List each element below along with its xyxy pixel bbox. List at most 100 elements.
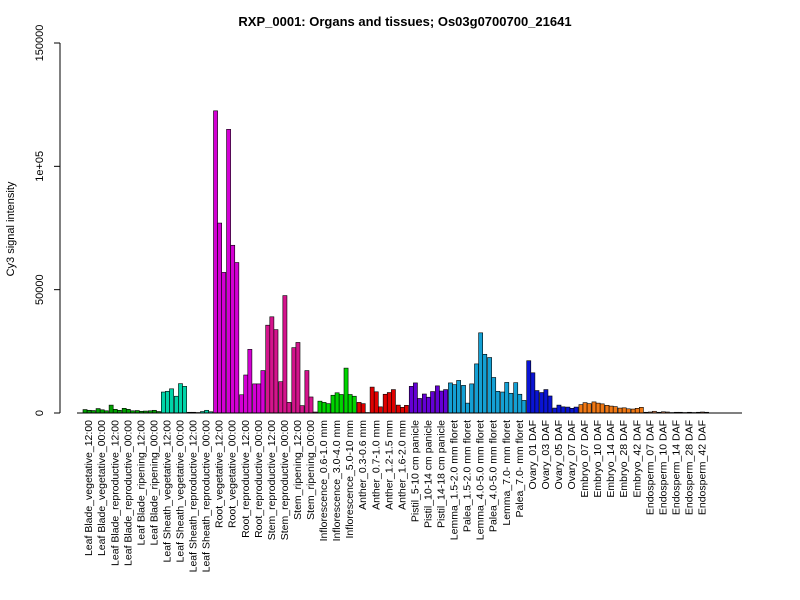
y-tick-label: 150000	[34, 25, 46, 62]
bar	[317, 400, 323, 414]
bar	[578, 404, 584, 414]
bar	[304, 370, 310, 414]
bar	[174, 395, 179, 414]
bar	[351, 395, 357, 414]
bar	[608, 405, 614, 414]
x-tick-label: Leaf Blade_ripening_00:00	[148, 420, 160, 546]
bar	[539, 392, 545, 414]
bar	[395, 404, 401, 414]
bar	[382, 393, 388, 414]
bar	[269, 316, 275, 414]
bar	[565, 406, 571, 414]
bar	[638, 407, 644, 414]
bar	[265, 324, 271, 414]
bar	[556, 404, 562, 414]
bar	[582, 402, 588, 414]
x-tick-label: Embryo_10 DAF	[592, 420, 604, 498]
x-tick-label: Anther_1.2-1.5 mm	[383, 420, 395, 510]
x-tick-label: Leaf Sheath_reproductive_12:00	[188, 420, 200, 573]
bar	[373, 391, 379, 414]
x-tick-label: Ovary_05 DAF	[553, 420, 565, 489]
y-axis: 0 50000 1e+05 150000	[34, 25, 61, 416]
y-tick-label: 50000	[34, 274, 46, 305]
bar	[182, 386, 187, 414]
x-tick-label: Stem_ripening_00:00	[305, 420, 317, 520]
bar	[391, 389, 396, 414]
bars-group	[82, 110, 709, 414]
x-tick-label: Endosperm_42 DAF	[697, 420, 709, 515]
x-tick-label: Ovary_07 DAF	[566, 420, 578, 489]
bar	[95, 408, 101, 414]
bar	[495, 390, 501, 414]
bar	[417, 398, 422, 414]
bar	[252, 383, 258, 414]
x-tick-label: Anther_1.6-2.0 mm	[396, 420, 408, 510]
bar	[404, 405, 409, 414]
x-tick-label: Leaf Blade_reproductive_12:00	[109, 420, 121, 566]
bar	[108, 404, 114, 414]
bar	[343, 367, 349, 414]
x-tick-label: Stem_ripening_12:00	[292, 420, 304, 520]
bar	[273, 329, 279, 414]
y-tick-label: 1e+05	[34, 151, 46, 182]
bar	[291, 347, 297, 414]
x-tick-label: Anther_0.3-0.6 mm	[357, 420, 369, 510]
bar	[478, 332, 484, 414]
bar	[599, 403, 605, 414]
x-tick-label: Inflorescence_5.0-10 mm	[344, 420, 356, 539]
bar	[169, 388, 174, 414]
bar	[469, 383, 475, 414]
bar	[278, 381, 284, 414]
bar	[330, 394, 336, 414]
x-tick-label: Pistil_5-10 cm panicle	[409, 420, 421, 522]
bar	[448, 382, 453, 414]
bar	[513, 382, 519, 414]
x-tick-label: Root_reproductive_12:00	[240, 420, 252, 538]
bar	[308, 396, 314, 414]
bar	[299, 405, 305, 414]
bar	[321, 402, 327, 414]
bar	[439, 390, 444, 414]
x-tick-label: Root_reproductive_00:00	[253, 420, 265, 538]
x-tick-label: Leaf Blade_vegetative_00:00	[96, 420, 108, 556]
bar	[386, 392, 392, 414]
bar	[534, 390, 540, 414]
bar	[421, 393, 427, 414]
y-tick-label: 0	[34, 410, 46, 416]
bar	[213, 110, 218, 414]
x-tick-labels: Leaf Blade_vegetative_12:00 Leaf Blade_ve…	[83, 420, 708, 573]
bar	[630, 408, 636, 414]
bar	[377, 406, 383, 414]
bar	[121, 408, 127, 414]
bar	[369, 386, 375, 414]
x-tick-label: Embryo_14 DAF	[605, 420, 617, 498]
bar	[286, 402, 292, 414]
bar	[543, 389, 549, 414]
bar	[243, 374, 249, 414]
bar	[634, 408, 640, 414]
x-tick-label: Palea_7.0- mm floret	[514, 420, 526, 518]
bar	[508, 392, 514, 414]
x-tick-label: Leaf Blade_reproductive_00:00	[122, 420, 134, 566]
bar	[586, 403, 592, 414]
x-tick-label: Embryo_42 DAF	[631, 420, 643, 498]
bar	[360, 403, 366, 414]
bar	[617, 407, 623, 414]
bar	[221, 272, 227, 414]
bar	[461, 385, 466, 414]
x-tick-label: Endosperm_28 DAF	[683, 420, 695, 515]
bar	[569, 408, 575, 414]
bar	[426, 396, 431, 414]
x-tick-label: Ovary_03 DAF	[540, 420, 552, 489]
x-tick-label: Root_vegetative_12:00	[214, 420, 226, 528]
bar	[625, 408, 631, 414]
bar	[399, 407, 405, 414]
y-axis-label: Cy3 signal intensity	[5, 181, 17, 276]
x-tick-label: Pistil_14-18 cm panicle	[436, 420, 448, 528]
bar	[347, 394, 353, 414]
bar	[500, 391, 506, 414]
bar	[178, 383, 183, 414]
bar	[504, 382, 510, 414]
bar	[234, 262, 240, 414]
